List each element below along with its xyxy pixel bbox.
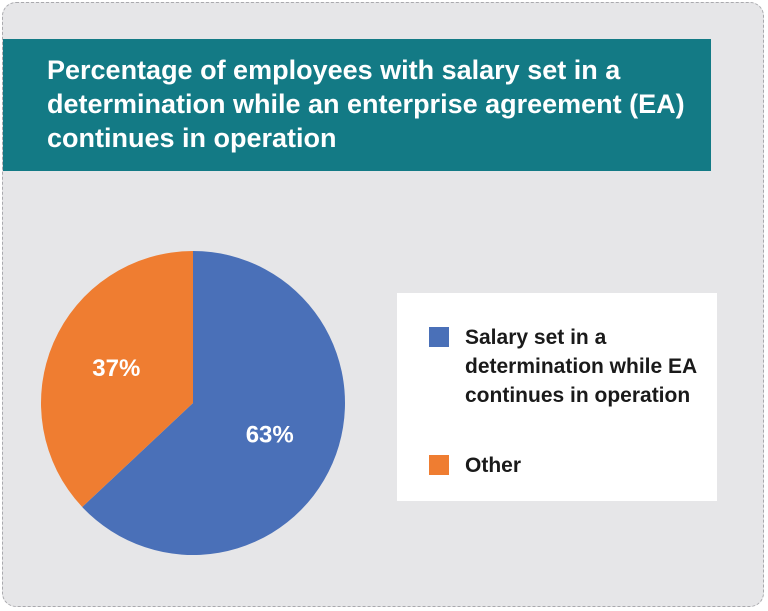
pie-chart: 63% 37% xyxy=(33,243,353,563)
title-banner: Percentage of employees with salary set … xyxy=(3,39,711,171)
pie-svg: 63% 37% xyxy=(41,251,345,555)
pie-slice-salary xyxy=(82,251,345,555)
legend-label-other: Other xyxy=(465,454,522,477)
legend-swatch-salary xyxy=(429,327,449,347)
slice-label-other: 37% xyxy=(92,355,140,382)
legend-label-salary: Salary set in a determination while EA c… xyxy=(465,326,697,407)
legend-swatch-other xyxy=(429,455,449,475)
pie-slice-other xyxy=(41,251,193,508)
chart-title: Percentage of employees with salary set … xyxy=(47,55,685,153)
legend: Salary set in a determination while EA c… xyxy=(397,293,717,501)
slice-label-salary: 63% xyxy=(246,422,294,449)
